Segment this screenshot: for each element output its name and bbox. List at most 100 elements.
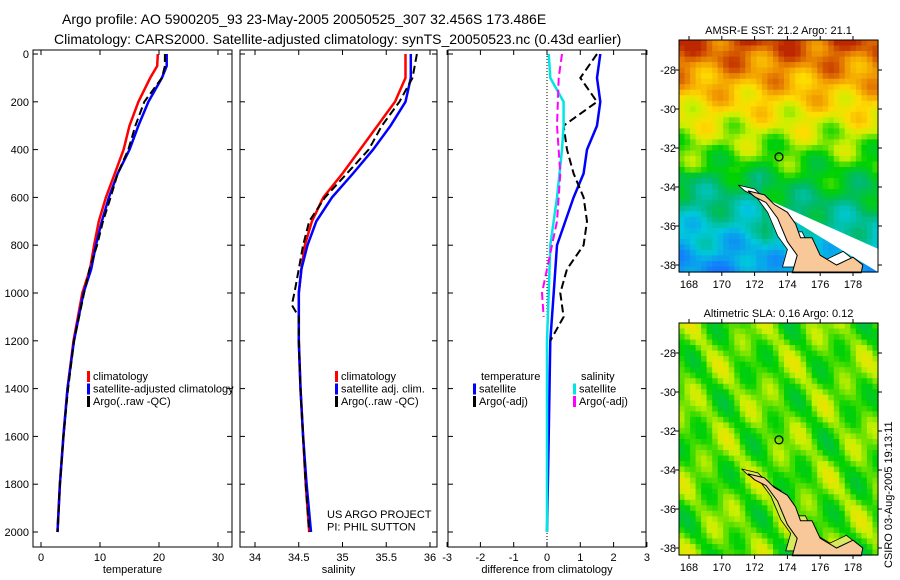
map-cell [761, 400, 769, 407]
map-cell [761, 345, 769, 352]
map-cell [761, 100, 769, 107]
map-cell [866, 488, 874, 495]
map-cell [690, 194, 697, 201]
map-cell [828, 439, 835, 446]
map-cell [690, 334, 697, 341]
map-cell [778, 367, 785, 374]
map-cell [734, 411, 741, 418]
map-cell [679, 100, 686, 107]
map-cell [850, 145, 857, 152]
map-cell [795, 416, 802, 424]
map-cell [872, 73, 879, 80]
map-cell [866, 222, 874, 229]
map-cell [800, 211, 807, 218]
map-cell [712, 133, 719, 141]
map-cell [773, 62, 780, 69]
legend-entry: Argo(-adj) [579, 396, 628, 408]
map-cell [795, 466, 802, 473]
map-cell [850, 455, 857, 462]
map-cell [745, 261, 752, 268]
map-cell [778, 249, 785, 257]
map-cell [745, 400, 752, 407]
map-cell [773, 128, 780, 135]
map-cell [855, 227, 863, 234]
map-cell [695, 194, 702, 201]
map-cell [811, 334, 818, 341]
map-cell [844, 156, 851, 163]
map-cell [866, 422, 874, 429]
map-cell [767, 527, 774, 534]
map-cell [778, 532, 785, 540]
map-cell [811, 62, 818, 69]
map-cell [811, 78, 818, 85]
map-cell [850, 400, 857, 407]
map-cell [833, 372, 840, 379]
map-cell [756, 249, 763, 257]
map-cell [817, 356, 824, 363]
map-cell [800, 106, 807, 113]
map-cell [800, 483, 807, 490]
map-cell [872, 544, 879, 551]
map-cell [690, 189, 697, 196]
map-cell [695, 200, 702, 207]
y-tick-label: 0 [23, 49, 29, 61]
map-cell [822, 145, 829, 152]
map-cell [701, 156, 708, 163]
map-cell [778, 339, 785, 346]
map-cell [784, 350, 791, 357]
map-cell [861, 194, 868, 201]
map-cell [745, 150, 752, 157]
map-cell [739, 527, 746, 534]
map-cell [745, 139, 752, 146]
map-cell [800, 477, 807, 484]
map-cell [745, 350, 752, 357]
map-cell [855, 394, 863, 401]
map-cell [717, 328, 724, 335]
map-cell [828, 100, 835, 107]
map-title: AMSR-E SST: 21.2 Argo: 21.1 [705, 25, 852, 37]
map-cell [811, 345, 818, 352]
map-cell [695, 150, 702, 157]
map-cell [767, 532, 774, 540]
map-cell [701, 356, 708, 363]
map-cell [706, 483, 713, 490]
map-cell [784, 488, 791, 495]
map-cell [750, 538, 758, 545]
map-cell [761, 233, 769, 240]
map-cell [723, 238, 730, 246]
map-cell [855, 444, 863, 451]
map-cell [734, 133, 741, 141]
map-cell [695, 62, 702, 69]
map-cell [773, 472, 780, 479]
map-cell [861, 189, 868, 196]
map-cell [795, 450, 802, 457]
legend-entry: Argo(-adj) [479, 396, 528, 408]
map-cell [767, 494, 774, 501]
map-cell [756, 216, 763, 223]
map-cell [811, 73, 818, 80]
map-cell [795, 477, 802, 484]
map-cell [739, 544, 746, 551]
map-cell [745, 167, 752, 174]
map-cell [795, 100, 802, 107]
lat-tick-label: -32 [660, 426, 676, 438]
map-cell [817, 345, 824, 352]
map-cell [828, 433, 835, 440]
map-cell [795, 455, 802, 462]
legend-entry: Argo(..raw -QC) [93, 396, 171, 408]
map-cell [817, 40, 824, 47]
map-cell [784, 106, 791, 113]
map-cell [828, 244, 835, 251]
map-cell [855, 400, 863, 407]
map-cell [817, 527, 824, 534]
map-cell [811, 211, 818, 218]
map-cell [701, 405, 708, 413]
map-cell [844, 111, 851, 118]
map-cell [855, 466, 863, 473]
map-cell [784, 538, 791, 545]
map-cell [739, 472, 746, 479]
map-cell [806, 383, 813, 390]
map-cell [750, 238, 758, 246]
map-cell [750, 266, 758, 273]
map-cell [679, 505, 686, 512]
